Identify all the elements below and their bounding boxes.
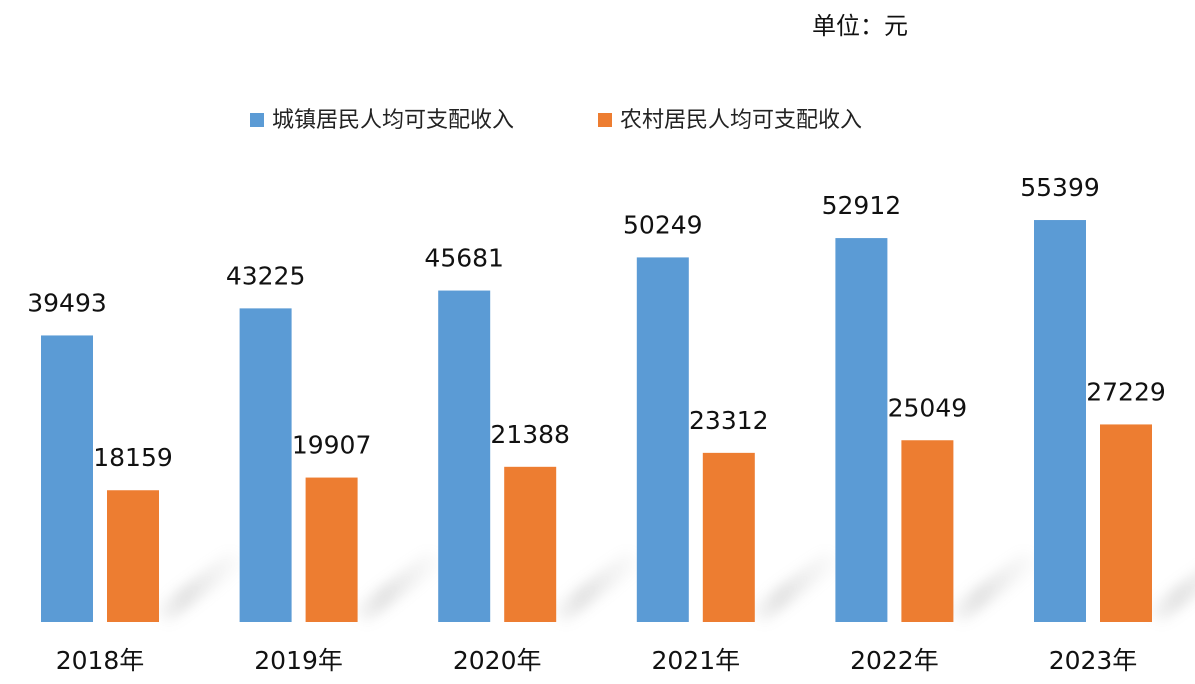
x-tick-label: 2019年 bbox=[254, 646, 343, 675]
x-tick-label: 2018年 bbox=[56, 646, 145, 675]
data-label: 39493 bbox=[27, 288, 107, 317]
data-label: 27229 bbox=[1086, 377, 1166, 406]
bar-rural-2018年 bbox=[107, 490, 159, 622]
data-label: 18159 bbox=[93, 443, 173, 472]
data-label: 45681 bbox=[424, 244, 504, 273]
bar-shadow bbox=[744, 552, 845, 622]
x-tick-label: 2021年 bbox=[651, 646, 740, 675]
bar-urban-2018年 bbox=[41, 335, 93, 622]
data-label: 19907 bbox=[292, 431, 372, 460]
bar-urban-2021年 bbox=[636, 257, 689, 622]
bar-shadow bbox=[149, 552, 249, 622]
bar-urban-2023年 bbox=[1034, 220, 1086, 622]
data-label: 23312 bbox=[689, 406, 769, 435]
x-tick-label: 2023年 bbox=[1049, 646, 1138, 675]
data-labels: 39493 18159 43225 19907 45681 21388 50249 23312… bbox=[27, 173, 1166, 472]
data-label: 50249 bbox=[623, 210, 703, 239]
x-tick-label: 2020年 bbox=[453, 646, 542, 675]
data-label: 55399 bbox=[1020, 173, 1100, 202]
bar-urban-2019年 bbox=[239, 308, 292, 622]
bar-shadow bbox=[347, 552, 448, 622]
legend-label-2: 农村居民人均可支配收入 bbox=[620, 108, 862, 133]
bar-shadow bbox=[943, 552, 1044, 622]
bar-urban-2020年 bbox=[438, 290, 491, 622]
bars bbox=[41, 220, 1152, 622]
data-label: 25049 bbox=[888, 393, 968, 422]
bar-urban-2022年 bbox=[835, 238, 888, 622]
legend-swatch-1 bbox=[250, 113, 264, 127]
data-label: 43225 bbox=[226, 261, 306, 290]
unit-label: 单位：元 bbox=[812, 12, 908, 40]
bar-shadows bbox=[149, 552, 1195, 622]
bar-shadow bbox=[546, 552, 647, 622]
bar-rural-2019年 bbox=[305, 477, 358, 622]
bar-rural-2021年 bbox=[702, 452, 755, 622]
legend: 城镇居民人均可支配收入 农村居民人均可支配收入 bbox=[250, 108, 862, 133]
data-label: 21388 bbox=[490, 420, 570, 449]
x-tick-label: 2022年 bbox=[850, 646, 939, 675]
bar-rural-2023年 bbox=[1100, 424, 1152, 622]
legend-swatch-2 bbox=[598, 113, 612, 127]
data-label: 52912 bbox=[822, 191, 902, 220]
bar-shadow bbox=[1142, 572, 1195, 622]
x-axis-tick-labels: 2018年 2019年 2020年 2021年 2022年 2023年 bbox=[56, 646, 1138, 675]
legend-label-1: 城镇居民人均可支配收入 bbox=[272, 108, 514, 133]
bar-rural-2022年 bbox=[901, 440, 954, 622]
bar-rural-2020年 bbox=[504, 466, 557, 622]
